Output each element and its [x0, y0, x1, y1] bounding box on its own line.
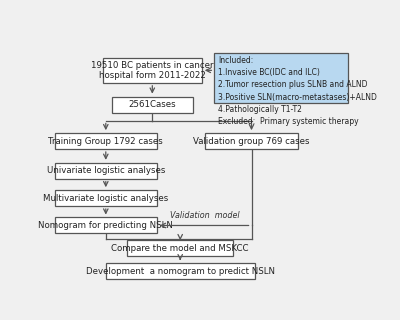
Text: Training Group 1792 cases: Training Group 1792 cases: [48, 137, 163, 146]
Text: Included:
1.Invasive BC(IDC and ILC)
2.Tumor resection plus SLNB and ALND
3.Posi: Included: 1.Invasive BC(IDC and ILC) 2.T…: [218, 56, 377, 126]
Text: Multivariate logistic analyses: Multivariate logistic analyses: [43, 194, 168, 203]
Text: Nomogram for predicting NSLN: Nomogram for predicting NSLN: [38, 221, 173, 230]
Text: Validation group 769 cases: Validation group 769 cases: [193, 137, 310, 146]
FancyBboxPatch shape: [205, 133, 298, 149]
FancyBboxPatch shape: [103, 58, 202, 83]
FancyBboxPatch shape: [55, 133, 157, 149]
FancyBboxPatch shape: [214, 53, 348, 103]
Text: 19510 BC patients in cancer
hospital form 2011-2022: 19510 BC patients in cancer hospital for…: [91, 61, 214, 80]
Text: Compare the model and MSKCC: Compare the model and MSKCC: [112, 244, 249, 253]
Text: Univariate logistic analyses: Univariate logistic analyses: [47, 166, 165, 175]
Text: 2561Cases: 2561Cases: [128, 100, 176, 109]
FancyBboxPatch shape: [128, 240, 233, 256]
FancyBboxPatch shape: [55, 163, 157, 179]
FancyBboxPatch shape: [112, 97, 193, 113]
FancyBboxPatch shape: [106, 263, 254, 279]
Text: Development  a nomogram to predict NSLN: Development a nomogram to predict NSLN: [86, 267, 275, 276]
Text: Validation  model: Validation model: [170, 211, 240, 220]
FancyBboxPatch shape: [55, 218, 157, 234]
FancyBboxPatch shape: [55, 190, 157, 206]
